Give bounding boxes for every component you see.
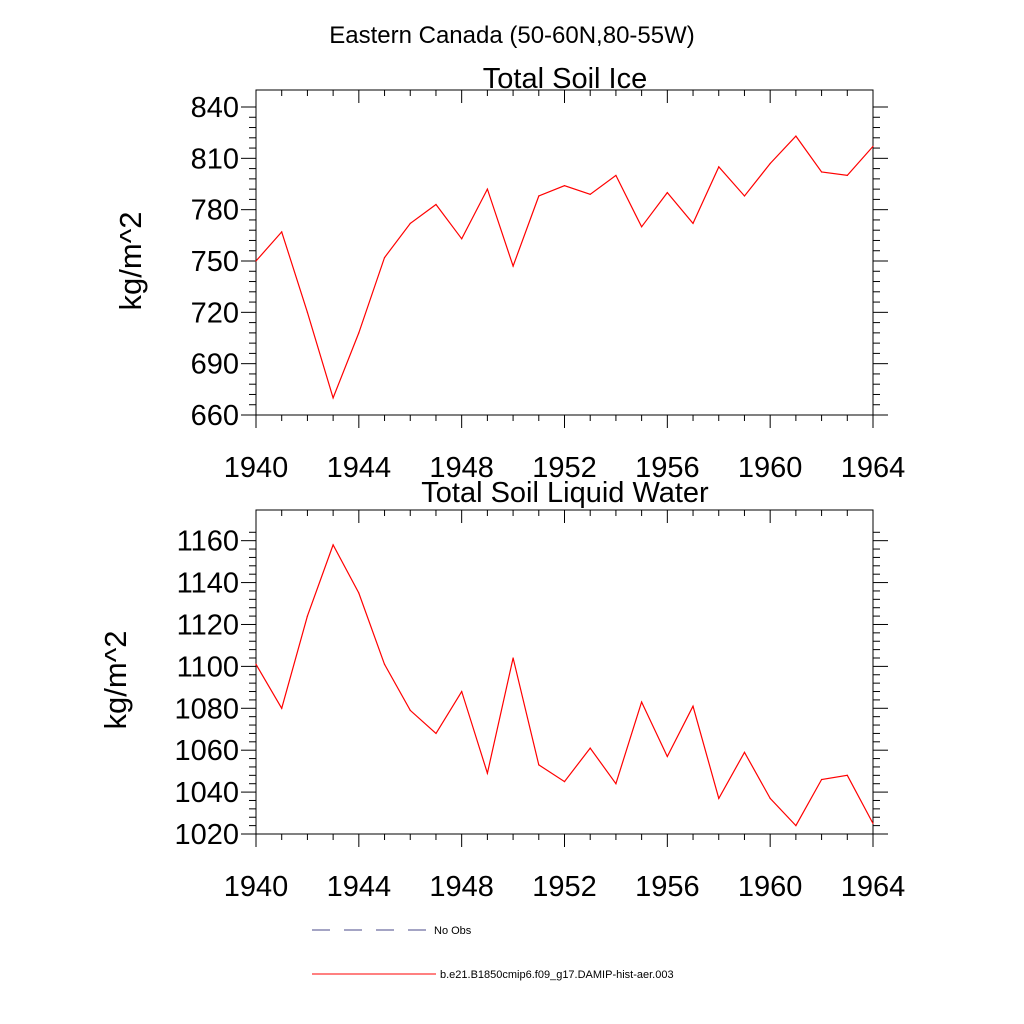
data-point — [358, 592, 360, 594]
y-tick-label: 1060 — [174, 735, 239, 767]
data-point — [795, 825, 797, 827]
y-tick-label: 750 — [191, 246, 239, 278]
series-line — [255, 543, 874, 827]
data-point — [846, 774, 848, 776]
data-point — [358, 332, 360, 334]
data-point — [563, 781, 566, 783]
x-tick-label: 1940 — [224, 871, 289, 903]
data-point — [820, 778, 823, 781]
data-point — [435, 732, 437, 735]
data-point — [872, 822, 874, 825]
data-point — [255, 260, 257, 262]
y-axis-label: kg/m^2 — [98, 631, 133, 730]
y-tick-label: 1120 — [177, 609, 239, 641]
x-tick-label: 1948 — [429, 452, 494, 484]
data-point — [383, 256, 386, 259]
data-point — [409, 222, 411, 224]
data-point — [589, 193, 591, 195]
data-point — [615, 174, 617, 177]
panel-title: Total Soil Liquid Water — [421, 477, 709, 509]
data-point — [306, 615, 309, 617]
data-point — [512, 657, 514, 659]
x-tick-label: 1944 — [327, 871, 392, 903]
data-point — [692, 705, 694, 707]
y-tick-label: 840 — [191, 92, 239, 124]
figure-title: Eastern Canada (50-60N,80-55W) — [329, 22, 695, 49]
panel-total-soil-ice: Total Soil Ice kg/m^2 1940 1944 1948 1952 19… — [113, 63, 905, 484]
x-tick-label: 1964 — [841, 452, 906, 484]
series-line — [255, 135, 874, 400]
y-tick-label: 1160 — [177, 526, 239, 558]
data-point — [409, 709, 411, 711]
data-point — [795, 135, 797, 137]
y-tick-label: 720 — [191, 297, 239, 329]
data-point — [281, 231, 283, 233]
x-tick-label: 1948 — [429, 871, 494, 903]
data-point — [846, 174, 848, 177]
data-point — [281, 707, 283, 709]
data-point — [486, 772, 488, 774]
x-tick-label: 1960 — [738, 452, 803, 484]
plot-frame — [255, 89, 874, 416]
panel-total-soil-liquid-water: Total Soil Liquid Water kg/m^2 1940 1944 1… — [98, 477, 905, 903]
data-point — [255, 663, 257, 665]
data-point — [461, 238, 463, 240]
y-tick-label: 660 — [191, 400, 239, 432]
plot-frame — [255, 509, 874, 835]
data-point — [332, 544, 334, 546]
data-point — [486, 188, 488, 190]
data-point — [306, 311, 309, 313]
legend: No Obs b.e21.B1850cmip6.f09_g17.DAMIP-hi… — [312, 925, 674, 981]
y-tick-label: 1080 — [174, 693, 239, 725]
legend-label-obs: No Obs — [434, 925, 472, 937]
data-point — [563, 185, 566, 187]
data-point — [820, 171, 823, 173]
y-tick-label: 1040 — [174, 777, 239, 809]
data-point — [769, 162, 771, 165]
data-point — [383, 663, 386, 665]
data-point — [641, 701, 643, 703]
data-point — [641, 226, 643, 228]
y-tick-label: 780 — [191, 195, 239, 227]
x-tick-label: 1960 — [738, 871, 803, 903]
x-tick-label: 1952 — [532, 871, 597, 903]
x-tick-label: 1964 — [841, 871, 906, 903]
data-point — [538, 764, 540, 766]
x-tick-label: 1952 — [532, 452, 597, 484]
data-point — [718, 166, 720, 168]
y-tick-label: 810 — [191, 143, 239, 175]
data-point — [666, 755, 668, 758]
data-point — [743, 751, 746, 753]
legend-label-model: b.e21.B1850cmip6.f09_g17.DAMIP-hist-aer.… — [440, 969, 674, 981]
data-point — [769, 797, 771, 799]
data-point — [512, 265, 514, 267]
data-point — [435, 203, 437, 206]
y-tick-label: 1020 — [174, 819, 239, 851]
x-tick-label: 1956 — [635, 452, 700, 484]
data-point — [718, 797, 720, 799]
y-tick-label: 1100 — [177, 651, 239, 683]
data-point — [872, 145, 874, 147]
x-tick-label: 1956 — [635, 871, 700, 903]
y-tick-label: 690 — [191, 349, 239, 381]
data-point — [743, 195, 746, 197]
y-axis-label: kg/m^2 — [113, 212, 148, 311]
data-point — [332, 397, 334, 399]
data-point — [666, 191, 668, 194]
x-tick-label: 1940 — [224, 452, 289, 484]
data-point — [692, 222, 694, 224]
data-point — [538, 195, 540, 197]
y-tick-label: 1140 — [177, 568, 239, 600]
data-point — [461, 690, 463, 693]
data-point — [615, 783, 617, 785]
x-tick-label: 1944 — [327, 452, 392, 484]
data-point — [589, 747, 591, 749]
